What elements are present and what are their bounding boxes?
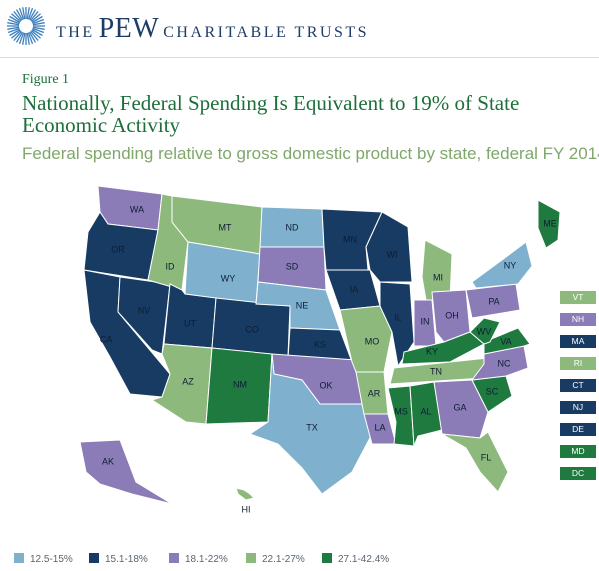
figure-subtitle: Federal spending relative to gross domes… xyxy=(22,144,599,163)
small-state-md: MD xyxy=(560,445,596,458)
us-state-map: WA OR CA NV ID MT WY UT AZ CO NM ND SD NE KS OK TX MN IA MO… xyxy=(79,185,560,514)
legend-item: 27.1-42.4% xyxy=(322,553,389,567)
state-label-or: OR xyxy=(111,244,125,254)
figure-label: Figure 1 xyxy=(22,72,70,87)
state-label-wv: WV xyxy=(477,326,492,336)
state-label-ne: NE xyxy=(296,300,309,310)
state-label-tx: TX xyxy=(306,422,318,432)
brand-suffix: CHARITABLE TRUSTS xyxy=(163,24,370,41)
small-state-ri: RI xyxy=(560,357,596,370)
state-label-al: AL xyxy=(420,406,431,416)
state-label-nc: NC xyxy=(498,358,511,368)
state-label-ok: OK xyxy=(319,380,332,390)
pew-sunburst-icon xyxy=(7,7,45,45)
state-label-il: IL xyxy=(394,312,402,322)
state-label-hi: HI xyxy=(242,504,251,514)
header-divider xyxy=(0,57,599,58)
small-state-nh: NH xyxy=(560,313,596,326)
state-va xyxy=(483,327,531,355)
brand-logo: THE PEW CHARITABLE TRUSTS xyxy=(56,13,369,45)
state-label-az: AZ xyxy=(182,376,194,386)
state-wv xyxy=(469,317,501,345)
state-label-wy: WY xyxy=(221,273,236,283)
state-fl xyxy=(441,431,509,493)
state-tx xyxy=(248,353,373,495)
state-label-nd: ND xyxy=(286,222,299,232)
brand-prefix: THE xyxy=(56,24,95,41)
small-state-dc: DC xyxy=(560,467,596,480)
state-label-oh: OH xyxy=(445,310,459,320)
state-label-va: VA xyxy=(500,336,511,346)
state-label-nv: NV xyxy=(138,305,151,315)
state-label-ia: IA xyxy=(350,284,359,294)
legend-label: 12.5-15% xyxy=(30,554,73,565)
state-ny xyxy=(471,241,533,289)
brand-name: PEW xyxy=(98,13,160,44)
state-label-ak: AK xyxy=(102,456,114,466)
state-label-co: CO xyxy=(245,324,259,334)
state-ak xyxy=(79,439,173,505)
state-label-mn: MN xyxy=(343,234,357,244)
state-hi xyxy=(235,487,255,501)
state-label-mo: MO xyxy=(365,336,380,346)
state-label-wi: WI xyxy=(387,249,398,259)
state-al xyxy=(409,381,443,447)
state-label-ky: KY xyxy=(426,346,438,356)
state-label-me: ME xyxy=(543,218,557,228)
legend-swatch xyxy=(14,553,24,563)
legend-swatch xyxy=(169,553,179,563)
legend-item: 15.1-18% xyxy=(89,553,148,567)
legend-label: 15.1-18% xyxy=(105,554,148,565)
state-label-tn: TN xyxy=(430,366,442,376)
legend-swatch xyxy=(322,553,332,563)
small-state-ma: MA xyxy=(560,335,596,348)
small-state-nj: NJ xyxy=(560,401,596,414)
legend-item: 18.1-22% xyxy=(169,553,228,567)
state-label-fl: FL xyxy=(481,452,492,462)
legend-swatch xyxy=(246,553,256,563)
state-label-ut: UT xyxy=(184,318,196,328)
state-label-wa: WA xyxy=(130,204,144,214)
legend-label: 27.1-42.4% xyxy=(338,554,390,565)
state-label-ny: NY xyxy=(504,260,517,270)
state-label-ca: CA xyxy=(100,334,113,344)
figure-title: Nationally, Federal Spending Is Equivale… xyxy=(22,91,520,137)
legend-item: 22.1-27% xyxy=(246,553,305,567)
legend-swatch xyxy=(89,553,99,563)
state-label-ks: KS xyxy=(314,339,326,349)
legend-label: 22.1-27% xyxy=(262,554,305,565)
legend-label: 18.1-22% xyxy=(185,554,228,565)
small-state-de: DE xyxy=(560,423,596,436)
state-label-pa: PA xyxy=(488,296,499,306)
state-label-la: LA xyxy=(374,422,385,432)
state-label-nm: NM xyxy=(233,379,247,389)
state-label-id: ID xyxy=(166,261,176,271)
state-label-in: IN xyxy=(421,316,430,326)
state-label-sc: SC xyxy=(486,386,499,396)
map-legend: 12.5-15% 15.1-18% 18.1-22% 22.1-27% 27.1-42.… xyxy=(14,553,599,567)
state-ms xyxy=(387,385,415,447)
header: THE PEW CHARITABLE TRUSTS xyxy=(0,0,599,58)
state-label-mi: MI xyxy=(433,272,443,282)
state-label-ar: AR xyxy=(368,388,381,398)
state-label-sd: SD xyxy=(286,261,299,271)
state-me xyxy=(537,199,560,249)
state-label-ga: GA xyxy=(453,402,466,412)
state-label-mt: MT xyxy=(219,222,232,232)
state-il xyxy=(379,281,415,368)
legend-item: 12.5-15% xyxy=(14,553,73,567)
small-state-ct: CT xyxy=(560,379,596,392)
small-state-vt: VT xyxy=(560,291,596,304)
state-ga xyxy=(433,379,489,439)
state-label-ms: MS xyxy=(394,406,408,416)
